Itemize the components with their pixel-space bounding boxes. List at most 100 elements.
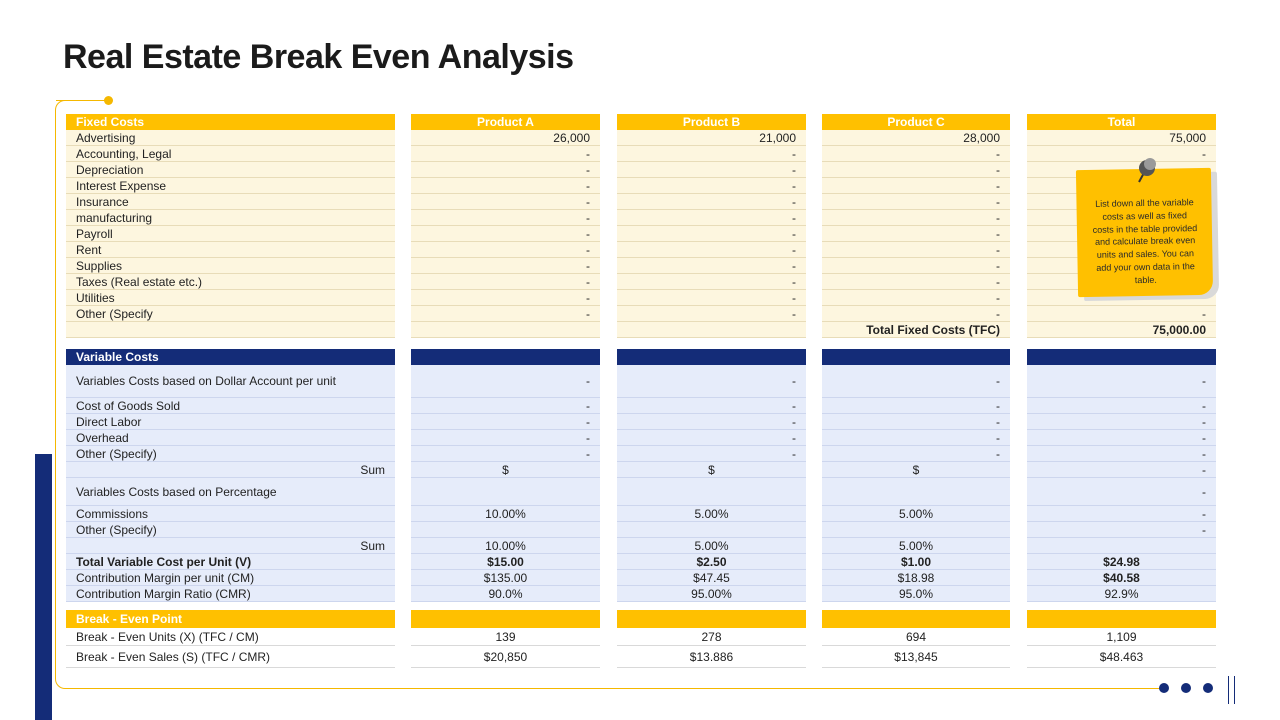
- row-label: Other (Specify): [66, 446, 395, 462]
- sum-label: Sum: [66, 538, 395, 554]
- table-column: Fixed Costs Advertising Accounting, Legal D…: [66, 114, 395, 684]
- row-label: Commissions: [66, 506, 395, 522]
- table-cell: -: [822, 242, 1010, 258]
- table-cell: -: [617, 210, 806, 226]
- table-cell: -: [411, 306, 600, 322]
- table-cell: -: [617, 146, 806, 162]
- frame-corner: [55, 676, 69, 689]
- table-cell: 5.00%: [822, 506, 1010, 522]
- row-label: Taxes (Real estate etc.): [66, 274, 395, 290]
- note-text: List down all the variable costs as well…: [1092, 197, 1198, 285]
- table-column: Product C 28,000- - - - - - - - - - - Total Fixed Co…: [822, 114, 1010, 684]
- row-label: Depreciation: [66, 162, 395, 178]
- table-cell: $24.98: [1027, 554, 1216, 570]
- indicator-dot: [1159, 683, 1169, 693]
- column-header: Product C: [822, 114, 1010, 130]
- row-label: manufacturing: [66, 210, 395, 226]
- table-cell: [1027, 538, 1216, 554]
- table-cell: 139: [411, 628, 600, 646]
- table-cell: 5.00%: [617, 538, 806, 554]
- table-cell: -: [617, 365, 806, 398]
- table-cell: -: [822, 414, 1010, 430]
- column-header: Total: [1027, 114, 1216, 130]
- table-cell: $20,850: [411, 646, 600, 668]
- table-cell: -: [1027, 462, 1216, 478]
- row-label: Advertising: [66, 130, 395, 146]
- table-cell: -: [1027, 398, 1216, 414]
- table-cell: [822, 522, 1010, 538]
- table-cell: $1.00: [822, 554, 1010, 570]
- table-cell: 278: [617, 628, 806, 646]
- frame-line-left: [55, 112, 56, 678]
- row-label: Break - Even Sales (S) (TFC / CMR): [66, 646, 395, 668]
- table-cell: -: [822, 430, 1010, 446]
- section-header: [1027, 349, 1216, 365]
- row-label: Break - Even Units (X) (TFC / CM): [66, 628, 395, 646]
- column-header: Product B: [617, 114, 806, 130]
- section-header: Break - Even Point: [66, 610, 395, 628]
- total-fixed-value: 75,000.00: [1027, 322, 1216, 338]
- table-cell: -: [411, 242, 600, 258]
- table-cell: -: [822, 178, 1010, 194]
- table-cell: 92.9%: [1027, 586, 1216, 602]
- section-header: [822, 610, 1010, 628]
- table-cell: -: [1027, 446, 1216, 462]
- table-cell: 10.00%: [411, 538, 600, 554]
- table-cell: -: [411, 398, 600, 414]
- column-header: Product A: [411, 114, 600, 130]
- table-cell: -: [822, 226, 1010, 242]
- table-cell: $135.00: [411, 570, 600, 586]
- section-header: [617, 610, 806, 628]
- table-cell: -: [617, 398, 806, 414]
- table-cell: $: [617, 462, 806, 478]
- table-cell: $18.98: [822, 570, 1010, 586]
- table-cell: 21,000: [617, 130, 806, 146]
- frame-dot: [104, 96, 113, 105]
- table-column: Product B 21,000- - - - - - - - - - - - - - - - $5.00% 5.0…: [617, 114, 806, 684]
- section-header: [411, 349, 600, 365]
- table-cell: [411, 522, 600, 538]
- table-cell: 75,000: [1027, 130, 1216, 146]
- table-cell: 10.00%: [411, 506, 600, 522]
- row-label: Variables Costs based on Percentage: [66, 478, 395, 506]
- section-header: [822, 349, 1010, 365]
- table-cell: [66, 322, 395, 338]
- table-cell: [617, 478, 806, 506]
- table-cell: -: [822, 194, 1010, 210]
- table-cell: [617, 522, 806, 538]
- section-header: [411, 610, 600, 628]
- table-cell: [411, 322, 600, 338]
- table-cell: -: [411, 210, 600, 226]
- table-cell: -: [411, 414, 600, 430]
- table-cell: $13,845: [822, 646, 1010, 668]
- table-cell: -: [822, 146, 1010, 162]
- table-cell: -: [411, 258, 600, 274]
- row-label: Total Variable Cost per Unit (V): [66, 554, 395, 570]
- row-label: Other (Specify: [66, 306, 395, 322]
- end-line: [1228, 676, 1229, 704]
- table-cell: -: [822, 290, 1010, 306]
- row-label: Other (Specify): [66, 522, 395, 538]
- table-cell: -: [617, 446, 806, 462]
- table-cell: [411, 478, 600, 506]
- table-cell: -: [617, 414, 806, 430]
- table-cell: -: [617, 242, 806, 258]
- table-cell: -: [1027, 506, 1216, 522]
- table-cell: [617, 322, 806, 338]
- table-cell: -: [822, 210, 1010, 226]
- row-label: Contribution Margin Ratio (CMR): [66, 586, 395, 602]
- table-cell: $2.50: [617, 554, 806, 570]
- table-cell: -: [822, 365, 1010, 398]
- table-cell: -: [411, 226, 600, 242]
- table-cell: -: [822, 274, 1010, 290]
- table-cell: -: [1027, 522, 1216, 538]
- table-cell: 5.00%: [822, 538, 1010, 554]
- table-cell: -: [617, 178, 806, 194]
- row-label: Variables Costs based on Dollar Account …: [66, 365, 395, 398]
- table-cell: [822, 478, 1010, 506]
- table-cell: 26,000: [411, 130, 600, 146]
- indicator-dot: [1203, 683, 1213, 693]
- table-cell: 28,000: [822, 130, 1010, 146]
- table-cell: 95.00%: [617, 586, 806, 602]
- table-cell: -: [411, 446, 600, 462]
